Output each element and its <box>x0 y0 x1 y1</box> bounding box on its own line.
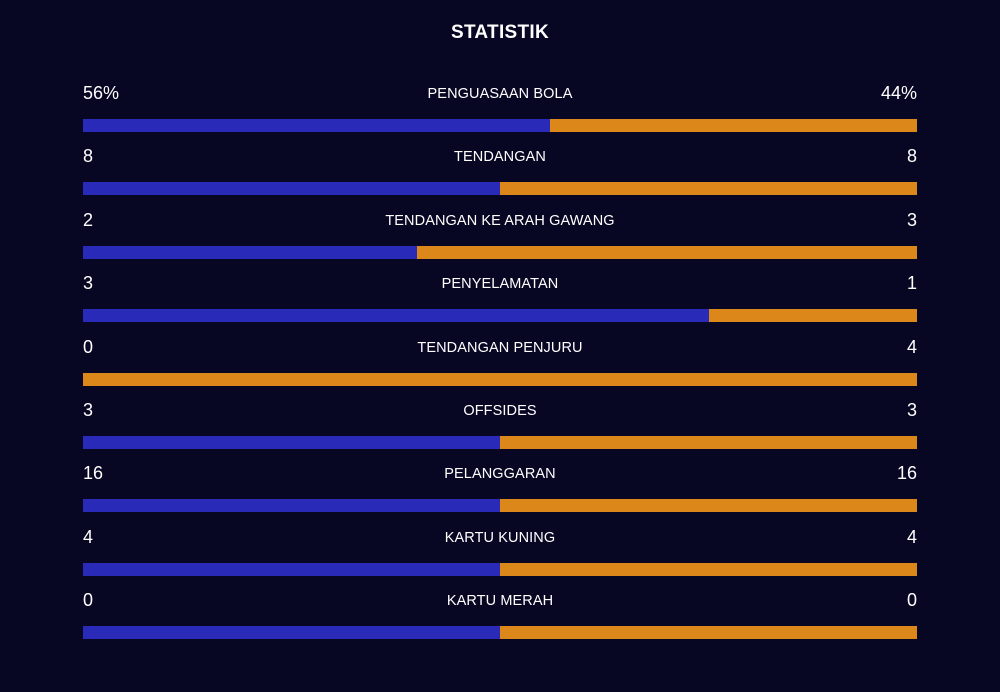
away-bar-segment <box>500 562 917 576</box>
home-bar-segment <box>83 182 500 196</box>
stat-row-offsides: 3 OFFSIDES 3 <box>83 397 917 460</box>
stat-row-possession: 56% PENGUASAAN BOLA 44% <box>83 80 917 143</box>
home-value: 3 <box>83 399 94 420</box>
stat-label: PENYELAMATAN <box>441 276 559 293</box>
stat-label: PENGUASAAN BOLA <box>427 86 573 102</box>
stat-label: PELANGGARAN <box>444 466 556 483</box>
comparison-bar <box>83 435 917 449</box>
stat-label: KARTU MERAH <box>446 593 554 610</box>
stat-label: TENDANGAN KE ARAH GAWANG <box>385 212 615 229</box>
home-value: 8 <box>83 146 94 167</box>
home-bar-segment <box>83 562 500 576</box>
stat-row-saves: 3 PENYELAMATAN 1 <box>83 270 917 333</box>
away-value: 4 <box>906 336 917 357</box>
home-value: 0 <box>83 590 94 611</box>
comparison-bar <box>83 245 917 259</box>
home-bar-segment <box>83 499 500 513</box>
home-value: 16 <box>83 463 104 484</box>
stat-label: KARTU KUNING <box>444 529 556 546</box>
comparison-bar <box>83 499 917 513</box>
stat-row-fouls: 16 PELANGGARAN 16 <box>83 460 917 523</box>
away-bar-segment <box>83 372 917 386</box>
away-bar-segment <box>708 309 917 323</box>
home-value: 4 <box>83 526 94 547</box>
stat-row-shots-on-target: 2 TENDANGAN KE ARAH GAWANG 3 <box>83 207 917 270</box>
comparison-bar <box>83 182 917 196</box>
away-value: 0 <box>906 590 917 611</box>
stat-label: OFFSIDES <box>463 402 537 419</box>
statistics-title: STATISTIK <box>450 22 550 43</box>
home-value: 56% <box>83 83 120 103</box>
away-bar-segment <box>500 499 917 513</box>
comparison-bar <box>83 562 917 576</box>
home-bar-segment <box>83 435 500 449</box>
away-bar-segment <box>550 119 917 132</box>
home-bar-segment <box>83 309 709 323</box>
away-bar-segment <box>500 626 917 640</box>
away-value: 3 <box>906 399 917 420</box>
comparison-bar <box>83 626 917 640</box>
away-bar-segment <box>500 182 917 196</box>
stat-label: TENDANGAN PENJURU <box>417 339 583 356</box>
stat-row-corners: 0 TENDANGAN PENJURU 4 <box>83 334 917 397</box>
away-bar-segment <box>416 245 917 259</box>
away-value: 3 <box>906 209 917 230</box>
away-value: 4 <box>906 526 917 547</box>
stats-list: 56% PENGUASAAN BOLA 44% 8 TENDANGAN 8 2 … <box>83 80 917 651</box>
home-value: 2 <box>83 209 94 230</box>
home-bar-segment <box>83 626 500 640</box>
stat-row-shots: 8 TENDANGAN 8 <box>83 143 917 206</box>
away-value: 8 <box>906 146 917 167</box>
comparison-bar <box>83 119 917 132</box>
stat-row-yellow-cards: 4 KARTU KUNING 4 <box>83 524 917 587</box>
away-value: 1 <box>906 273 917 294</box>
home-bar-segment <box>83 245 417 259</box>
stat-row-red-cards: 0 KARTU MERAH 0 <box>83 587 917 650</box>
away-value: 44% <box>880 83 917 103</box>
home-value: 0 <box>83 336 94 357</box>
comparison-bar <box>83 372 917 386</box>
home-value: 3 <box>83 273 94 294</box>
home-bar-segment <box>83 119 551 132</box>
away-value: 16 <box>896 463 917 484</box>
away-bar-segment <box>500 435 917 449</box>
comparison-bar <box>83 309 917 323</box>
stat-label: TENDANGAN <box>454 149 546 166</box>
